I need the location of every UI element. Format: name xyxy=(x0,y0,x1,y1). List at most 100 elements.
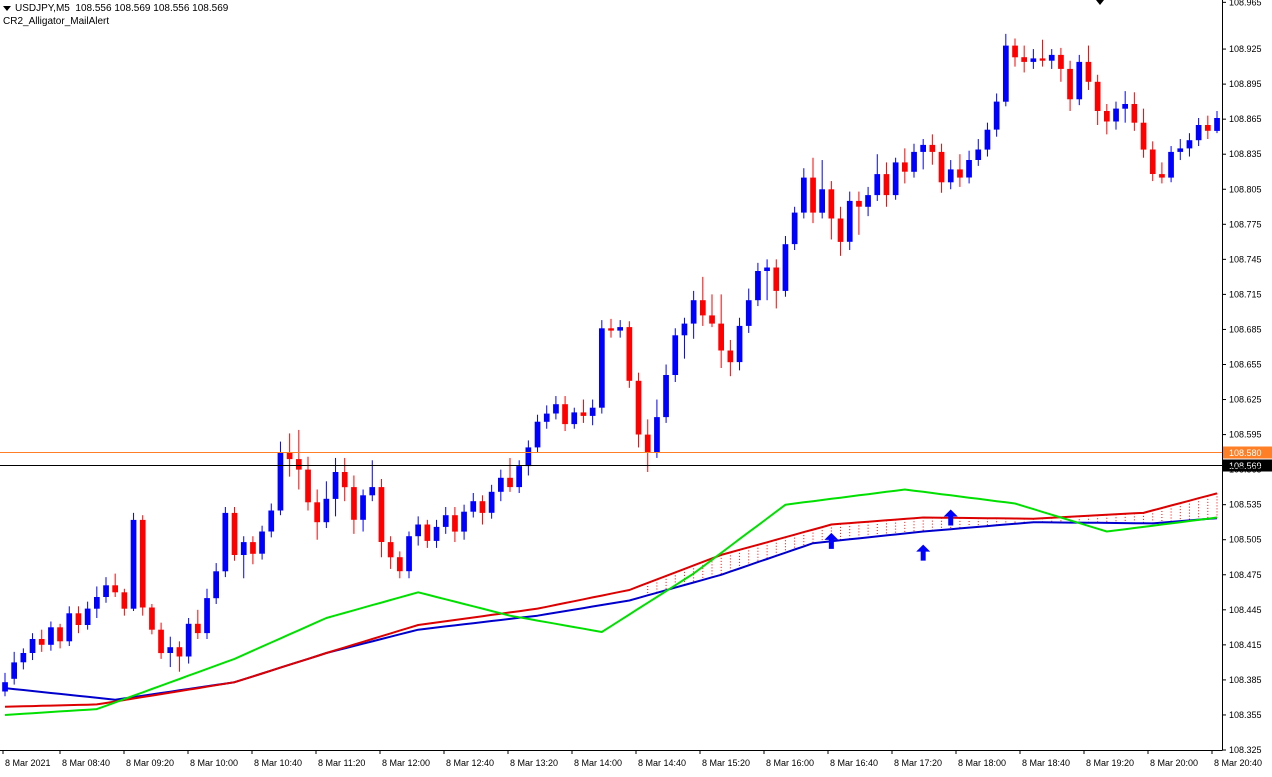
bear-candle xyxy=(1085,61,1092,82)
bull-candle xyxy=(1168,151,1174,178)
bull-candle xyxy=(617,327,623,331)
alligator-jaw-line xyxy=(4,517,1218,701)
bull-candle xyxy=(782,244,789,291)
bull-candle xyxy=(406,536,412,572)
collapse-triangle-icon[interactable] xyxy=(3,5,11,11)
time-tick-label: 8 Mar 20:40 xyxy=(1214,758,1262,768)
bull-candle xyxy=(84,608,91,625)
time-tick-label: 8 Mar 16:00 xyxy=(766,758,814,768)
bear-candle xyxy=(452,515,458,532)
bear-candle xyxy=(1094,81,1101,111)
time-tick-label: 8 Mar 10:40 xyxy=(254,758,302,768)
time-tick-label: 8 Mar 08:40 xyxy=(62,758,110,768)
price-tick-label: 108.565 xyxy=(1229,465,1262,475)
price-tick-label: 108.895 xyxy=(1229,79,1262,89)
bear-candle xyxy=(57,627,63,642)
bull-candle xyxy=(801,177,807,213)
time-tick-label: 8 Mar 19:20 xyxy=(1086,758,1134,768)
price-tick-label: 108.535 xyxy=(1229,500,1262,510)
price-tick-label: 108.385 xyxy=(1229,675,1262,685)
bull-candle xyxy=(755,271,761,301)
bull-candle xyxy=(663,375,669,418)
bull-candle xyxy=(975,149,982,160)
price-tick-label: 108.775 xyxy=(1229,219,1262,229)
bull-candle xyxy=(654,417,660,453)
bull-candle xyxy=(1030,58,1037,62)
bear-candle xyxy=(296,459,302,470)
bull-candle xyxy=(911,151,917,172)
level-price-tag xyxy=(1223,446,1272,459)
buy-signal-arrow-icon xyxy=(943,509,958,526)
time-tick-label: 8 Mar 15:20 xyxy=(702,758,750,768)
bull-candle xyxy=(516,466,522,488)
price-tick-label: 108.835 xyxy=(1229,149,1262,159)
bear-candle xyxy=(938,151,945,183)
alligator-teeth-line xyxy=(4,492,1218,708)
price-tick-label: 108.595 xyxy=(1229,430,1262,440)
bull-candle xyxy=(213,571,219,599)
price-tick-label: 108.475 xyxy=(1229,570,1262,580)
time-tick-label: 8 Mar 18:00 xyxy=(958,758,1006,768)
price-tick-label: 108.745 xyxy=(1229,254,1262,264)
price-tick-label: 108.445 xyxy=(1229,605,1262,615)
chart-frame xyxy=(0,0,1223,751)
chart-header-symbol: USDJPY,M5 108.556 108.569 108.556 108.56… xyxy=(3,3,228,14)
time-tick-label: 8 Mar 11:20 xyxy=(318,758,365,768)
bear-candle xyxy=(195,623,201,634)
ohlc-quotes: 108.556 108.569 108.556 108.569 xyxy=(75,3,229,14)
bear-candle xyxy=(424,524,431,541)
bull-candle xyxy=(66,613,73,642)
bull-candle xyxy=(589,407,596,416)
bull-candle xyxy=(947,169,954,183)
time-tick-label: 8 Mar 09:20 xyxy=(126,758,174,768)
bear-candle xyxy=(1140,122,1147,150)
price-tick-label: 108.625 xyxy=(1229,395,1262,405)
bid-price-tag xyxy=(1223,459,1272,472)
time-tick-label: 8 Mar 20:00 xyxy=(1150,758,1198,768)
bull-candle xyxy=(571,412,578,425)
bull-candle xyxy=(1186,140,1193,149)
bull-candle xyxy=(204,598,210,634)
bear-candle xyxy=(773,267,780,291)
price-tick-label: 108.925 xyxy=(1229,44,1262,54)
bear-candle xyxy=(121,592,128,609)
bull-candle xyxy=(920,144,926,152)
time-axis[interactable]: 8 Mar 2021 8 Mar 08:40 8 Mar 09:20 8 Mar 10… xyxy=(2,750,1262,768)
bear-candle xyxy=(397,557,403,572)
bull-candle xyxy=(94,597,100,609)
bear-candle xyxy=(828,189,835,219)
bull-candle xyxy=(543,413,550,422)
bear-candle xyxy=(929,144,936,152)
bear-candle xyxy=(1104,111,1110,122)
bull-candle xyxy=(984,129,991,150)
indicator-label: CR2_Alligator_MailAlert xyxy=(3,16,110,27)
bear-candle xyxy=(38,639,45,645)
time-tick-label: 8 Mar 12:40 xyxy=(446,758,494,768)
bear-candle xyxy=(387,542,394,558)
bull-candle xyxy=(1048,54,1055,61)
alligator-lines xyxy=(4,488,1218,716)
chart-shift-marker-icon xyxy=(1096,0,1104,5)
bull-candle xyxy=(433,526,440,541)
bull-candle xyxy=(498,477,504,492)
bear-candle xyxy=(1021,57,1027,62)
price-tick-label: 108.715 xyxy=(1229,289,1262,299)
bull-candle xyxy=(130,519,137,609)
bear-candle xyxy=(1205,125,1211,131)
bear-candle xyxy=(837,218,844,242)
time-tick-label: 8 Mar 17:20 xyxy=(894,758,942,768)
bull-candle xyxy=(690,300,697,324)
bull-candle xyxy=(29,639,36,653)
time-tick-label: 8 Mar 14:40 xyxy=(638,758,686,768)
bear-candle xyxy=(250,542,256,554)
bear-candle xyxy=(1159,174,1165,178)
price-axis[interactable]: 108.965 108.925 108.895 108.865 108.835 108.8… xyxy=(1222,0,1262,755)
bull-candle xyxy=(488,491,495,513)
bear-candle xyxy=(286,452,293,460)
bear-candle xyxy=(112,585,118,593)
bear-candle xyxy=(1067,68,1073,100)
bear-candle xyxy=(709,315,715,324)
bull-candle xyxy=(1113,108,1119,122)
bull-candle xyxy=(470,501,477,512)
